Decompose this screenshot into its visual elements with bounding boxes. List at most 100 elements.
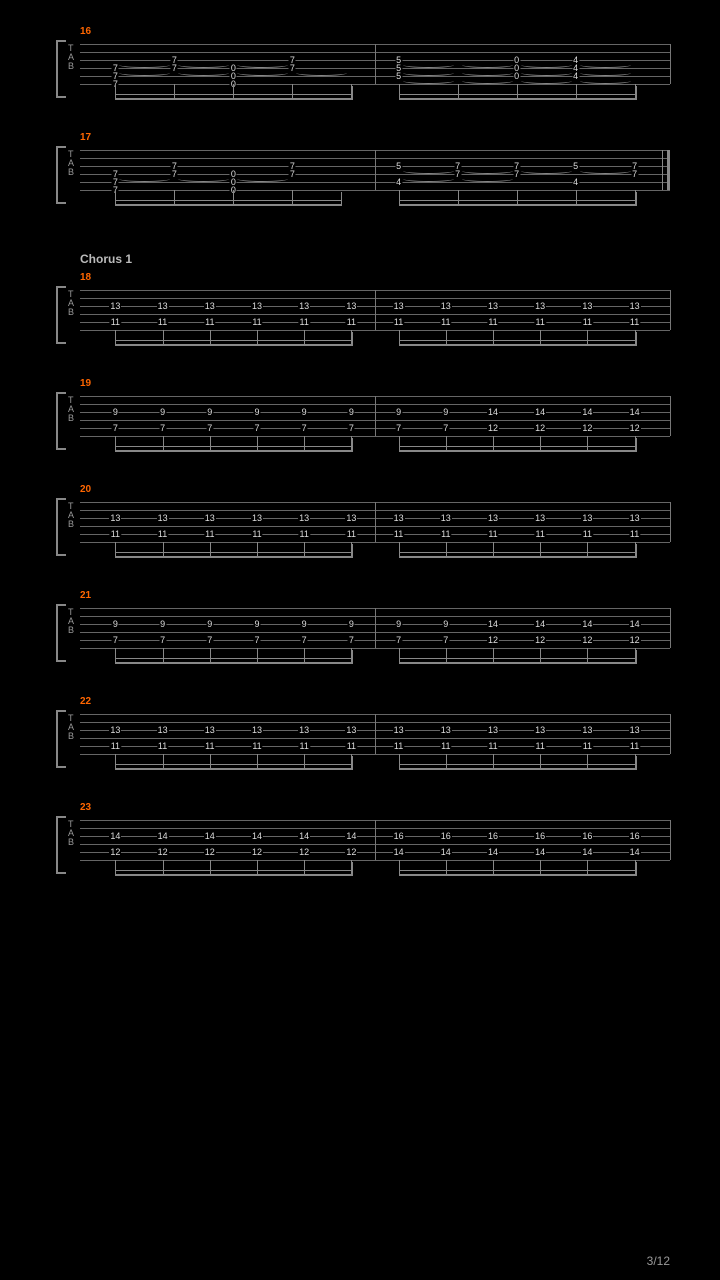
note-stem (635, 860, 636, 874)
beam-inner-line (116, 200, 340, 201)
fret-number: 7 (395, 424, 402, 433)
fret-number: 7 (289, 64, 296, 73)
note-stem (399, 860, 400, 874)
fret-number: 7 (301, 424, 308, 433)
fret-number: 7 (442, 424, 449, 433)
note-stem (210, 754, 211, 768)
fret-number: 7 (253, 424, 260, 433)
tab-page: 16TAB777770007755500044417TAB77777000775… (0, 0, 720, 874)
beam-inner-line (116, 870, 352, 871)
fret-number: 11 (204, 742, 215, 751)
beam-inner-line (400, 200, 636, 201)
note-stem (587, 860, 588, 874)
note-stem (399, 330, 400, 344)
fret-number: 13 (534, 726, 546, 735)
note-stem (115, 190, 116, 204)
note-stem (446, 860, 447, 874)
note-stem (115, 84, 116, 98)
fret-number: 7 (159, 636, 166, 645)
fret-number: 14 (534, 848, 546, 857)
measure-number: 19 (80, 378, 91, 389)
note-stem (257, 754, 258, 768)
fret-number: 11 (157, 742, 168, 751)
fret-number: 14 (581, 620, 593, 629)
fret-number: 13 (487, 514, 499, 523)
fret-number: 14 (204, 832, 216, 841)
measure-block: 17TAB77777000775477775477 (50, 146, 670, 204)
fret-number: 16 (487, 832, 499, 841)
fret-number: 16 (440, 832, 452, 841)
fret-number: 11 (440, 318, 451, 327)
beam-inner-line (400, 94, 636, 95)
barline (670, 714, 671, 754)
fret-number: 11 (346, 742, 357, 751)
beam-inner-line (116, 658, 352, 659)
fret-number: 7 (171, 170, 178, 179)
fret-number: 14 (487, 408, 499, 417)
beam-inner-line (400, 552, 636, 553)
note-stem (493, 542, 494, 556)
fret-number: 14 (440, 848, 452, 857)
measures-container: 16TAB777770007755500044417TAB77777000775… (50, 40, 670, 874)
note-stem (115, 860, 116, 874)
fret-number: 13 (204, 514, 216, 523)
tie-arc (119, 70, 170, 76)
fret-number: 11 (204, 318, 215, 327)
tie-arc (119, 62, 170, 68)
tab-staff: TAB77777000775477775477 (70, 146, 670, 204)
fret-number: 14 (629, 848, 641, 857)
beam-inner-line (400, 446, 636, 447)
measure-number: 23 (80, 802, 91, 813)
fret-number: 13 (487, 726, 499, 735)
fret-number: 11 (393, 530, 404, 539)
fret-number: 12 (251, 848, 263, 857)
fret-number: 7 (631, 170, 638, 179)
note-stem (540, 754, 541, 768)
barline (670, 396, 671, 436)
fret-number: 13 (393, 302, 405, 311)
tab-staff: TAB1412141214121412141214121614161416141… (70, 816, 670, 874)
tie-arc (580, 78, 631, 84)
measure-block: 21TAB97979797979797971412141214121412 (50, 604, 670, 662)
fret-number: 13 (298, 726, 310, 735)
tab-staff: TAB1311131113111311131113111311131113111… (70, 498, 670, 556)
rhythm-beam (115, 86, 353, 100)
note-stem (493, 860, 494, 874)
fret-number: 13 (393, 726, 405, 735)
fret-number: 12 (581, 424, 593, 433)
fret-number: 5 (395, 72, 402, 81)
fret-number: 7 (348, 424, 355, 433)
note-stem (399, 84, 400, 98)
fret-number: 7 (454, 170, 461, 179)
fret-number: 9 (395, 620, 402, 629)
tab-clef-label: TAB (68, 396, 74, 423)
barline (375, 608, 376, 648)
fret-number: 4 (572, 72, 579, 81)
fret-number: 14 (251, 832, 263, 841)
fret-number: 9 (253, 620, 260, 629)
fret-number: 13 (204, 302, 216, 311)
notes-layer: 77777000775477775477 (80, 146, 670, 204)
note-stem (257, 648, 258, 662)
rhythm-beam (399, 332, 637, 346)
measure-block: 20TAB13111311131113111311131113111311131… (50, 498, 670, 556)
note-stem (174, 84, 175, 98)
note-stem (635, 648, 636, 662)
note-stem (399, 190, 400, 204)
fret-number: 13 (534, 514, 546, 523)
note-stem (257, 330, 258, 344)
tab-staff: TAB1311131113111311131113111311131113111… (70, 710, 670, 768)
fret-number: 7 (112, 636, 119, 645)
fret-number: 13 (157, 302, 169, 311)
barline (375, 44, 376, 84)
tie-arc (178, 62, 229, 68)
rhythm-beam (115, 438, 353, 452)
tab-clef-label: TAB (68, 290, 74, 317)
fret-number: 11 (157, 530, 168, 539)
fret-number: 14 (157, 832, 169, 841)
rhythm-beam (115, 862, 353, 876)
fret-number: 7 (513, 170, 520, 179)
fret-number: 12 (109, 848, 121, 857)
fret-number: 7 (442, 636, 449, 645)
fret-number: 11 (110, 530, 121, 539)
